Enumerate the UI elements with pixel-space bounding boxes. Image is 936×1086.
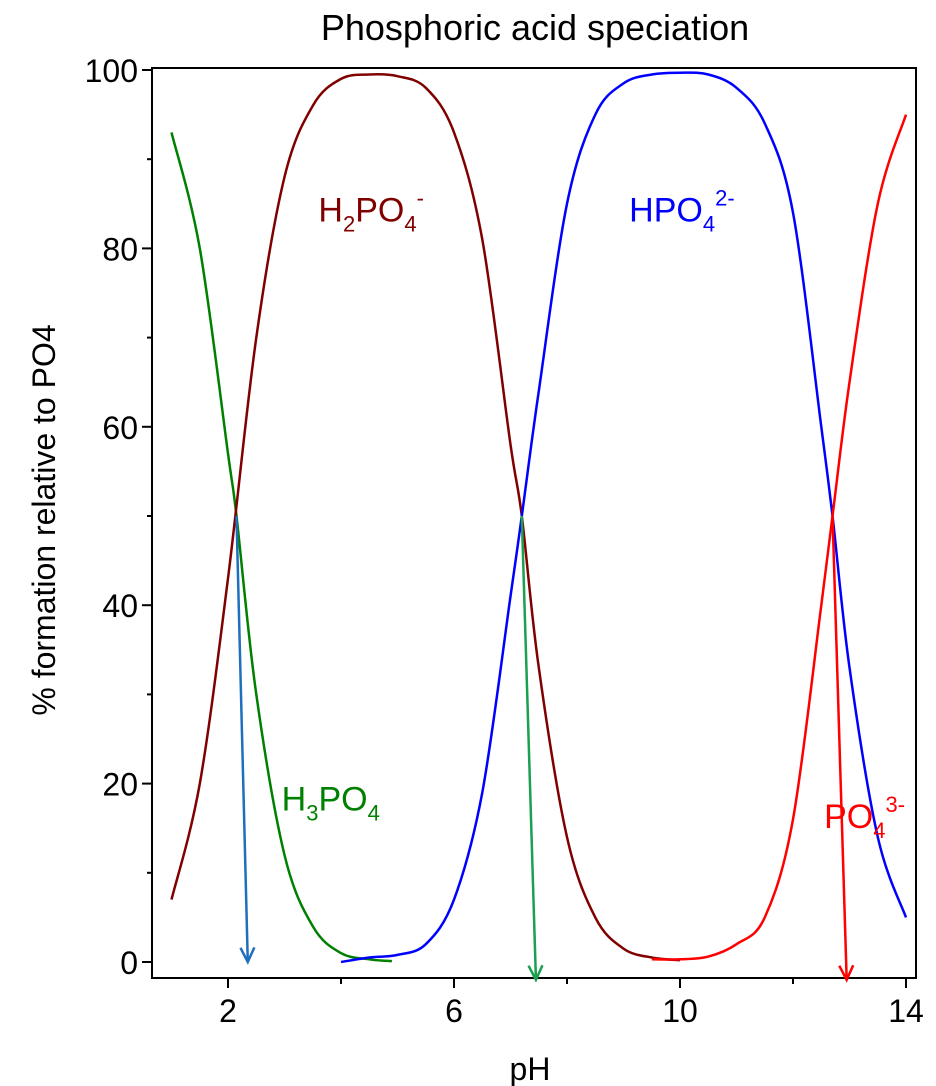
species-label-part: 4 [368,800,380,825]
species-label: PO43- [824,792,905,843]
species-label-part: 2 [343,212,355,237]
y-tick-label: 80 [102,231,138,267]
species-label-part: 4 [703,212,715,237]
pka-arrow-head [838,964,855,983]
species-label-part: PO [824,798,873,836]
y-axis-label: % formation relative to PO4 [26,324,62,715]
species-label-part: 2- [715,186,735,211]
pka-arrow-line [831,515,848,980]
series-line-2 [340,71,908,964]
species-label-part: HPO [629,192,703,230]
x-tick-label: 10 [662,993,698,1029]
species-label-part: H [282,780,307,818]
pka-arrow-head [527,964,544,983]
series-line-1 [170,72,681,962]
pka-arrow-head [239,946,256,965]
y-tick-label: 100 [85,53,138,89]
species-label-part: 4 [873,818,885,843]
x-tick-label: 6 [445,993,463,1029]
species-label-part: 3- [885,792,905,817]
x-axis-label: pH [510,1051,551,1086]
y-tick-label: 40 [102,588,138,624]
species-label-part: H [318,192,343,230]
species-label: H2PO4- [318,186,424,237]
species-label-part: 4 [404,212,416,237]
x-tick-label: 2 [219,993,237,1029]
species-label: H3PO4 [282,780,380,825]
pka-arrow-line [520,515,538,980]
species-label-part: PO [355,192,404,230]
plot-frame [151,67,917,979]
series-line-3 [651,114,908,961]
species-label-part: PO [318,780,367,818]
species-label-part: - [417,186,424,211]
x-tick-label: 14 [888,993,924,1029]
y-tick-label: 0 [120,945,138,981]
pka-arrow-line [235,515,250,963]
species-label: HPO42- [629,186,735,237]
y-tick-label: 60 [102,410,138,446]
species-label-part: 3 [306,800,318,825]
y-tick-label: 20 [102,767,138,803]
series-line-0 [170,132,392,963]
chart-title: Phosphoric acid speciation [321,7,749,48]
